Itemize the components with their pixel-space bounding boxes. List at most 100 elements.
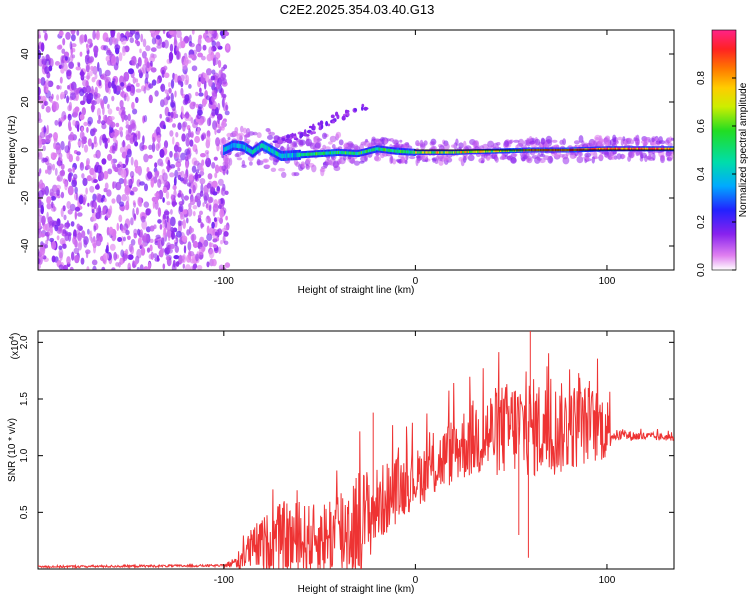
noise-blob [157, 207, 162, 218]
side-track-blob [292, 135, 298, 139]
noise-blob [87, 116, 93, 125]
noise-blob [205, 203, 209, 209]
track-core [629, 147, 632, 150]
noise-blob [108, 226, 114, 235]
noise-blob [53, 206, 56, 212]
noise-blob [72, 119, 77, 126]
noise-blob [98, 171, 105, 181]
noise-blob [56, 85, 60, 90]
noise-blob [189, 227, 194, 233]
noise-blob [221, 97, 225, 108]
noise-blob [149, 55, 156, 63]
halo-blob [269, 131, 275, 136]
track-core [601, 147, 604, 151]
track-core [310, 152, 313, 156]
halo-blob [431, 141, 435, 145]
noise-blob [82, 79, 88, 87]
noise-blob [135, 88, 142, 93]
noise-blob [214, 106, 219, 116]
noise-blob [162, 263, 166, 270]
noise-blob [123, 254, 130, 259]
track-core [312, 152, 315, 156]
noise-blob [206, 261, 210, 268]
noise-blob [82, 95, 87, 104]
noise-blob [128, 243, 133, 253]
noise-blob [85, 187, 88, 195]
noise-blob [154, 30, 161, 33]
noise-blob [86, 43, 89, 48]
noise-blob [172, 123, 176, 128]
noise-blob [125, 30, 130, 37]
halo-blob [665, 150, 672, 157]
track-core [227, 145, 230, 150]
noise-blob [162, 213, 166, 220]
noise-blob [150, 67, 157, 73]
noise-blob [172, 136, 175, 145]
track-core [651, 147, 654, 150]
noise-blob [195, 91, 199, 97]
noise-blob [61, 48, 66, 54]
track-core [405, 150, 408, 154]
track-core [660, 147, 663, 150]
track-core [447, 151, 450, 154]
noise-blob [70, 43, 77, 48]
track-core [235, 143, 238, 148]
side-track-blob [363, 107, 369, 110]
track-core [586, 148, 589, 151]
noise-blob [184, 156, 189, 162]
track-core [633, 147, 636, 150]
track-core [262, 143, 265, 148]
track-core [496, 149, 499, 153]
noise-blob [166, 92, 169, 98]
noise-blob [168, 82, 171, 88]
noise-blob [145, 72, 149, 80]
halo-blob [644, 154, 648, 163]
noise-blob [214, 164, 220, 174]
noise-blob [121, 114, 125, 123]
track-core [617, 147, 620, 150]
track-core [462, 151, 465, 154]
noise-blob [136, 267, 140, 270]
halo-blob [598, 135, 603, 143]
side-track-blob [345, 109, 348, 114]
noise-blob [178, 201, 184, 206]
noise-blob [186, 217, 189, 224]
track-core [356, 152, 359, 156]
noise-blob [41, 215, 46, 225]
noise-blob [202, 202, 205, 207]
noise-blob [189, 42, 195, 48]
track-core [502, 149, 505, 152]
noise-blob [182, 263, 185, 269]
halo-blob [458, 142, 464, 149]
noise-blob [211, 89, 217, 97]
track-core [487, 150, 490, 153]
noise-blob [205, 37, 212, 43]
noise-blob [223, 231, 229, 237]
noise-blob [212, 203, 219, 213]
noise-blob [75, 155, 80, 162]
track-core [320, 151, 323, 155]
noise-blob [53, 152, 58, 158]
noise-blob [198, 246, 204, 256]
noise-blob [185, 159, 189, 170]
track-core [371, 148, 374, 152]
noise-blob [166, 201, 171, 206]
track-core [380, 147, 383, 151]
noise-blob [216, 186, 220, 192]
noise-blob [147, 171, 153, 180]
track-core [363, 150, 366, 154]
noise-blob [60, 169, 65, 176]
track-core [621, 147, 624, 150]
halo-blob [670, 137, 674, 141]
noise-blob [38, 258, 41, 264]
halo-blob [480, 160, 485, 164]
noise-blob [176, 30, 182, 39]
noise-blob [191, 30, 195, 35]
y-tick-label: -20 [20, 190, 31, 205]
track-core [412, 150, 415, 154]
halo-blob [451, 144, 455, 148]
noise-blob [87, 228, 90, 235]
track-core [501, 149, 504, 153]
noise-blob [79, 114, 85, 121]
